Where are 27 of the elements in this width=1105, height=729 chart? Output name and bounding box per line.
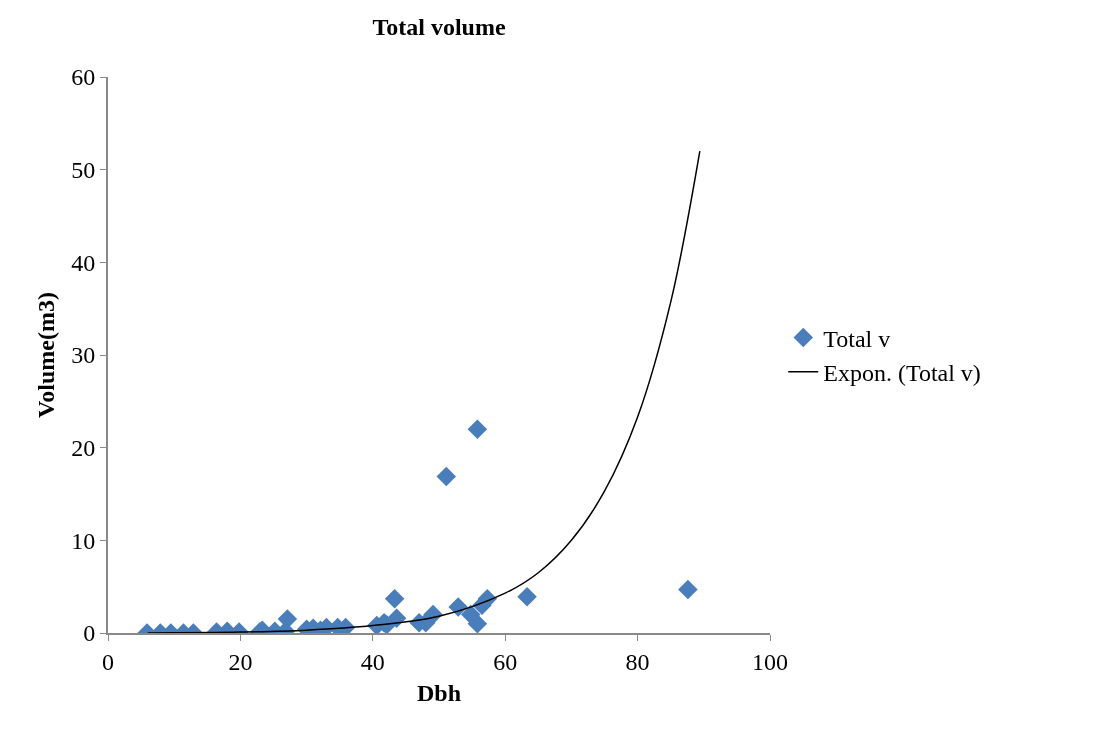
point [467, 613, 488, 633]
point [467, 419, 488, 439]
y-tick-label: 60 [71, 64, 96, 91]
point [386, 608, 407, 628]
point [277, 609, 298, 629]
y-tick-label: 10 [71, 527, 96, 554]
x-axis-title: Dbh [416, 679, 462, 706]
chart-title: Total volume [372, 14, 506, 41]
x-tick-label: 60 [493, 648, 518, 675]
point [436, 466, 457, 487]
legend-label: Expon. (Total v) [823, 360, 981, 387]
x-tick-label: 40 [360, 648, 385, 675]
y-tick-label: 50 [71, 157, 96, 184]
legend-label: Total v [823, 325, 891, 352]
x-tick-label: 0 [102, 648, 114, 675]
y-tick-label: 0 [83, 620, 96, 647]
y-tick-label: 20 [71, 435, 96, 462]
x-tick-label: 100 [752, 648, 788, 675]
point [384, 588, 405, 609]
x-tick-label: 20 [228, 648, 253, 675]
y-tick-label: 40 [71, 249, 96, 276]
point [517, 587, 537, 607]
x-tick-label: 80 [625, 648, 650, 675]
point [423, 604, 443, 625]
y-tick-label: 30 [71, 342, 96, 369]
y-axis-title: Volume(m3) [32, 292, 59, 418]
point [678, 579, 698, 600]
